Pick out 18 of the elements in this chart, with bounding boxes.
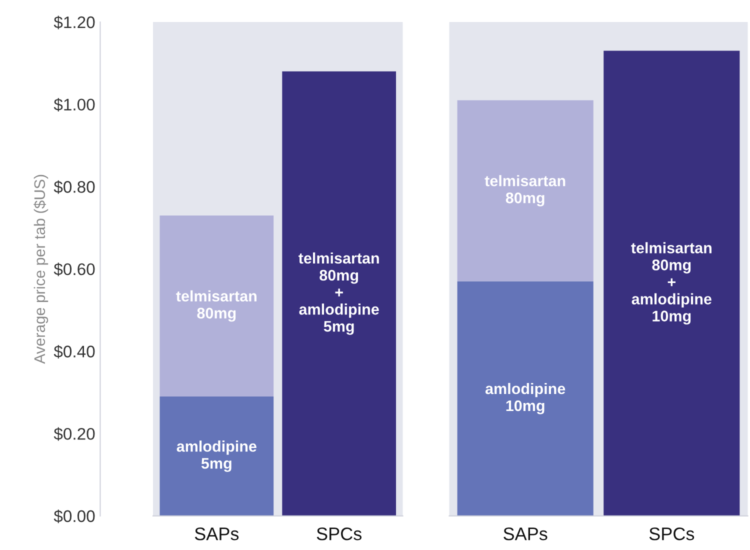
x-tick-label: SAPs xyxy=(504,527,548,540)
y-tick-label: $0.20 xyxy=(54,427,95,441)
x-tick-label: SAPs xyxy=(194,527,239,540)
x-tick-label: SPCs xyxy=(649,527,694,540)
y-tick-label: $0.00 xyxy=(54,510,95,524)
y-tick-label: $0.80 xyxy=(54,180,95,194)
series-label: amlodipine 5mg xyxy=(176,440,256,472)
y-tick-label: $0.60 xyxy=(54,262,95,276)
series-label: telmisartan 80mg xyxy=(484,175,566,206)
y-tick-label: $1.00 xyxy=(54,98,95,112)
y-tick-label: $0.40 xyxy=(54,344,95,358)
series-label: amlodipine 10mg xyxy=(485,382,566,414)
series-label: telmisartan 80mg + amlodipine 10mg xyxy=(631,242,712,325)
y-tick-label: $1.20 xyxy=(54,16,95,30)
series-label: telmisartan 80mg + amlodipine 5mg xyxy=(298,252,379,335)
series-label: telmisartan 80mg xyxy=(176,290,256,322)
y-axis-title: Average price per tab ($US) xyxy=(34,174,48,364)
x-tick-label: SPCs xyxy=(316,527,362,540)
